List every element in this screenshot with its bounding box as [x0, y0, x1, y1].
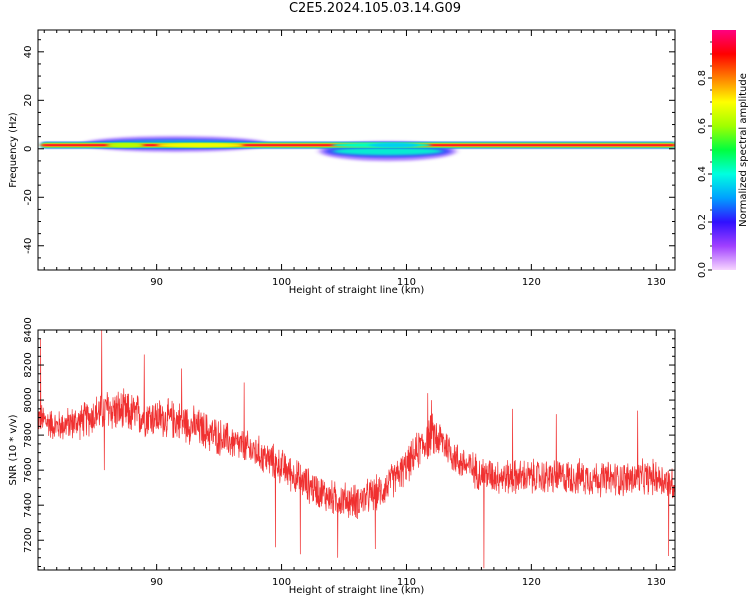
x-tick-label: 110 [397, 577, 416, 588]
snr-panel: 90 100 110 120 130 7200 7400 7600 7800 8000 8200 8… [8, 317, 676, 596]
x-tick-label: 100 [272, 277, 291, 288]
snr-frame [37, 329, 676, 571]
spectrogram-panel: 90 100 110 120 130 -40 -20 0 20 40 Height of str… [8, 29, 676, 296]
spectral-blob-lower-core [332, 147, 443, 156]
y-tick-label: 8000 [23, 387, 34, 412]
x-tick-label: 90 [150, 577, 163, 588]
colorbar-gradient [712, 30, 736, 270]
x-tick-label: 130 [647, 277, 666, 288]
y-tick-label: 7200 [23, 527, 34, 552]
colorbar-label: Normalized spectral amplitude [738, 73, 749, 227]
spectrogram-y-axis-label: Frequency (Hz) [8, 112, 19, 188]
colorbar-tick-label: 0.6 [697, 118, 708, 134]
y-tick-label: 0 [23, 146, 34, 152]
snr-x-axis-label: Height of straight line (km) [289, 585, 425, 596]
x-tick-label: 120 [522, 277, 541, 288]
spectrogram-image [42, 135, 675, 162]
spectrogram-x-axis-label: Height of straight line (km) [289, 285, 425, 296]
colorbar: 0.0 0.2 0.4 0.6 0.8 Normalized spectral ampl… [697, 30, 749, 278]
snr-y-axis-label: SNR (10 * v/v) [8, 414, 19, 485]
y-tick-label: 40 [23, 45, 34, 58]
colorbar-tick-label: 0.0 [697, 262, 708, 278]
x-tick-label: 120 [522, 577, 541, 588]
y-tick-label: 7800 [23, 422, 34, 447]
x-tick-label: 110 [397, 277, 416, 288]
x-tick-label: 130 [647, 577, 666, 588]
colorbar-tick-label: 0.2 [697, 214, 708, 230]
y-tick-label: -20 [23, 189, 34, 205]
spectral-band-segment [156, 142, 245, 148]
x-tick-label: 90 [150, 277, 163, 288]
y-tick-label: 20 [23, 94, 34, 107]
y-tick-label: -40 [23, 238, 34, 254]
y-tick-label: 8400 [23, 317, 34, 342]
y-tick-label: 8200 [23, 352, 34, 377]
colorbar-tick-label: 0.4 [697, 166, 708, 182]
colorbar-tick-label: 0.8 [697, 70, 708, 86]
spectral-band-segment [368, 142, 419, 148]
x-tick-label: 100 [272, 577, 291, 588]
y-tick-label: 7600 [23, 457, 34, 482]
snr-series-line [38, 330, 675, 569]
spectral-band-segment [106, 142, 145, 148]
y-tick-label: 7400 [23, 492, 34, 517]
figure-title: C2E5.2024.105.03.14.G09 [288, 1, 462, 16]
